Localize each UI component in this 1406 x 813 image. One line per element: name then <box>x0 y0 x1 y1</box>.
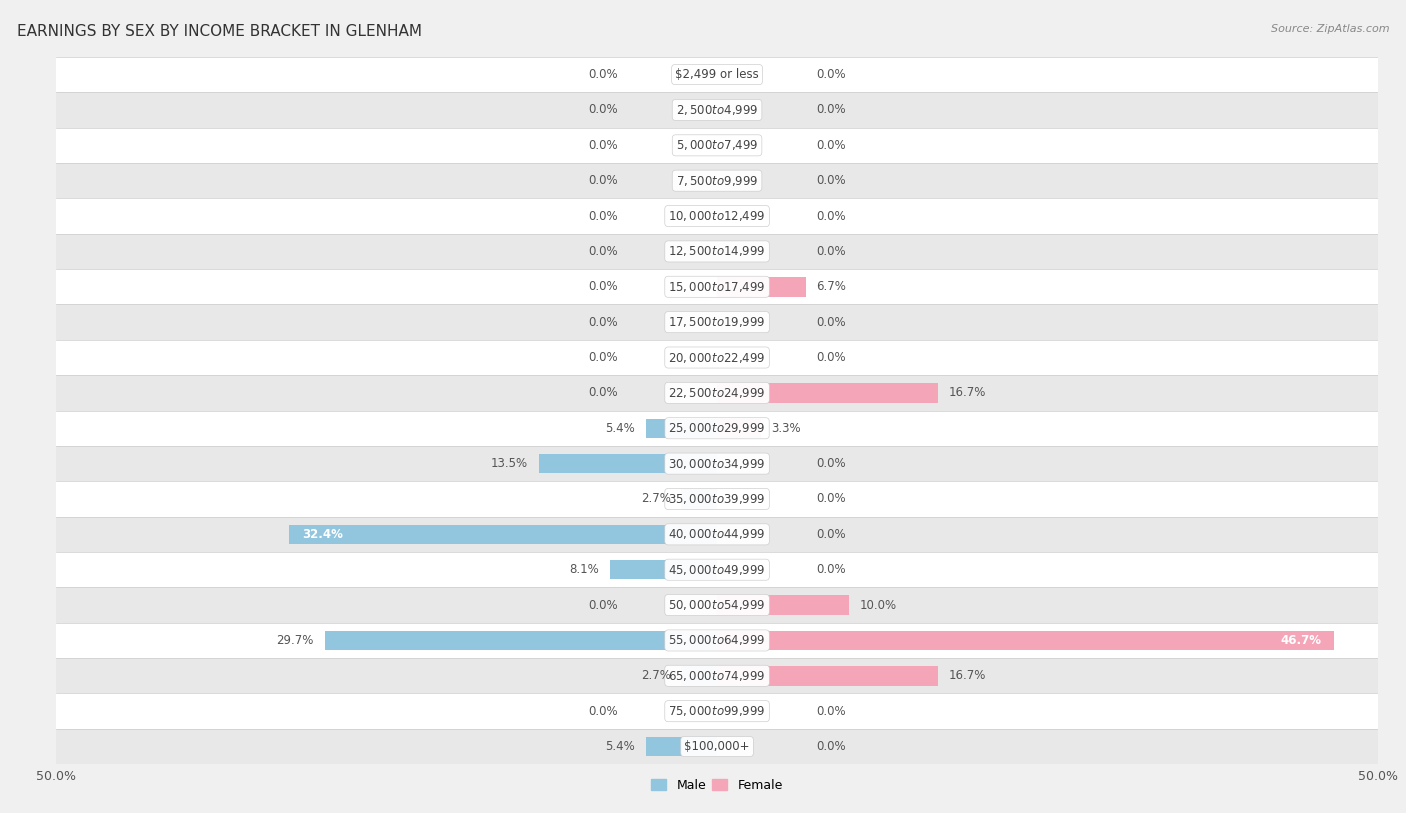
Text: 0.0%: 0.0% <box>588 705 617 718</box>
Text: 0.0%: 0.0% <box>815 528 846 541</box>
Text: $7,500 to $9,999: $7,500 to $9,999 <box>676 174 758 188</box>
Text: 32.4%: 32.4% <box>302 528 343 541</box>
Bar <box>645 419 717 438</box>
Text: 0.0%: 0.0% <box>815 103 846 116</box>
Bar <box>717 595 849 615</box>
Text: 0.0%: 0.0% <box>588 351 617 364</box>
Bar <box>56 198 1378 234</box>
Bar <box>717 631 1334 650</box>
Bar <box>717 277 806 297</box>
Text: 0.0%: 0.0% <box>588 245 617 258</box>
Text: 0.0%: 0.0% <box>815 210 846 223</box>
Text: 2.7%: 2.7% <box>641 669 671 682</box>
Text: 0.0%: 0.0% <box>815 705 846 718</box>
Bar <box>56 92 1378 128</box>
Text: 0.0%: 0.0% <box>815 563 846 576</box>
Text: 46.7%: 46.7% <box>1279 634 1322 647</box>
Text: 0.0%: 0.0% <box>588 315 617 328</box>
Text: 0.0%: 0.0% <box>815 174 846 187</box>
Text: 0.0%: 0.0% <box>815 740 846 753</box>
Legend: Male, Female: Male, Female <box>647 774 787 797</box>
Text: $20,000 to $22,499: $20,000 to $22,499 <box>668 350 766 364</box>
Text: $10,000 to $12,499: $10,000 to $12,499 <box>668 209 766 223</box>
Bar <box>645 737 717 756</box>
Text: 0.0%: 0.0% <box>588 598 617 611</box>
Bar <box>56 693 1378 729</box>
Text: 0.0%: 0.0% <box>588 139 617 152</box>
Text: $25,000 to $29,999: $25,000 to $29,999 <box>668 421 766 435</box>
Text: 0.0%: 0.0% <box>815 315 846 328</box>
Text: 3.3%: 3.3% <box>772 422 801 435</box>
Bar <box>56 729 1378 764</box>
Bar <box>56 233 1378 269</box>
Text: $65,000 to $74,999: $65,000 to $74,999 <box>668 669 766 683</box>
Text: $50,000 to $54,999: $50,000 to $54,999 <box>668 598 766 612</box>
Bar <box>56 481 1378 517</box>
Bar <box>56 57 1378 92</box>
Text: 13.5%: 13.5% <box>491 457 529 470</box>
Text: Source: ZipAtlas.com: Source: ZipAtlas.com <box>1271 24 1389 34</box>
Text: $100,000+: $100,000+ <box>685 740 749 753</box>
Bar <box>56 163 1378 198</box>
Bar <box>56 304 1378 340</box>
Bar <box>325 631 717 650</box>
Text: $17,500 to $19,999: $17,500 to $19,999 <box>668 315 766 329</box>
Text: 0.0%: 0.0% <box>815 493 846 506</box>
Text: 8.1%: 8.1% <box>569 563 599 576</box>
Bar <box>56 623 1378 659</box>
Text: 0.0%: 0.0% <box>588 386 617 399</box>
Bar <box>288 524 717 544</box>
Bar <box>56 587 1378 623</box>
Text: $75,000 to $99,999: $75,000 to $99,999 <box>668 704 766 718</box>
Text: 5.4%: 5.4% <box>606 422 636 435</box>
Text: 10.0%: 10.0% <box>860 598 897 611</box>
Text: $45,000 to $49,999: $45,000 to $49,999 <box>668 563 766 576</box>
Text: 0.0%: 0.0% <box>588 280 617 293</box>
Text: 0.0%: 0.0% <box>588 210 617 223</box>
Text: $55,000 to $64,999: $55,000 to $64,999 <box>668 633 766 647</box>
Text: 0.0%: 0.0% <box>815 351 846 364</box>
Text: 0.0%: 0.0% <box>588 68 617 81</box>
Text: $2,500 to $4,999: $2,500 to $4,999 <box>676 103 758 117</box>
Bar <box>717 383 938 402</box>
Bar <box>610 560 717 580</box>
Text: $35,000 to $39,999: $35,000 to $39,999 <box>668 492 766 506</box>
Text: 0.0%: 0.0% <box>815 68 846 81</box>
Text: 29.7%: 29.7% <box>277 634 314 647</box>
Text: $15,000 to $17,499: $15,000 to $17,499 <box>668 280 766 293</box>
Text: $5,000 to $7,499: $5,000 to $7,499 <box>676 138 758 152</box>
Text: 0.0%: 0.0% <box>815 139 846 152</box>
Text: $40,000 to $44,999: $40,000 to $44,999 <box>668 528 766 541</box>
Bar <box>682 666 717 685</box>
Text: $2,499 or less: $2,499 or less <box>675 68 759 81</box>
Text: 0.0%: 0.0% <box>588 174 617 187</box>
Text: $22,500 to $24,999: $22,500 to $24,999 <box>668 386 766 400</box>
Bar <box>56 269 1378 304</box>
Bar <box>56 517 1378 552</box>
Text: EARNINGS BY SEX BY INCOME BRACKET IN GLENHAM: EARNINGS BY SEX BY INCOME BRACKET IN GLE… <box>17 24 422 39</box>
Bar <box>56 659 1378 693</box>
Text: 0.0%: 0.0% <box>815 457 846 470</box>
Bar <box>56 552 1378 587</box>
Text: 2.7%: 2.7% <box>641 493 671 506</box>
Bar <box>56 128 1378 163</box>
Text: $12,500 to $14,999: $12,500 to $14,999 <box>668 245 766 259</box>
Text: 5.4%: 5.4% <box>606 740 636 753</box>
Bar <box>538 454 717 473</box>
Text: 0.0%: 0.0% <box>815 245 846 258</box>
Text: 16.7%: 16.7% <box>948 669 986 682</box>
Bar <box>682 489 717 509</box>
Bar <box>56 446 1378 481</box>
Bar <box>717 666 938 685</box>
Bar <box>56 376 1378 411</box>
Text: 6.7%: 6.7% <box>815 280 846 293</box>
Text: $30,000 to $34,999: $30,000 to $34,999 <box>668 457 766 471</box>
Bar <box>56 340 1378 375</box>
Text: 16.7%: 16.7% <box>948 386 986 399</box>
Bar <box>717 419 761 438</box>
Bar <box>56 411 1378 446</box>
Text: 0.0%: 0.0% <box>588 103 617 116</box>
